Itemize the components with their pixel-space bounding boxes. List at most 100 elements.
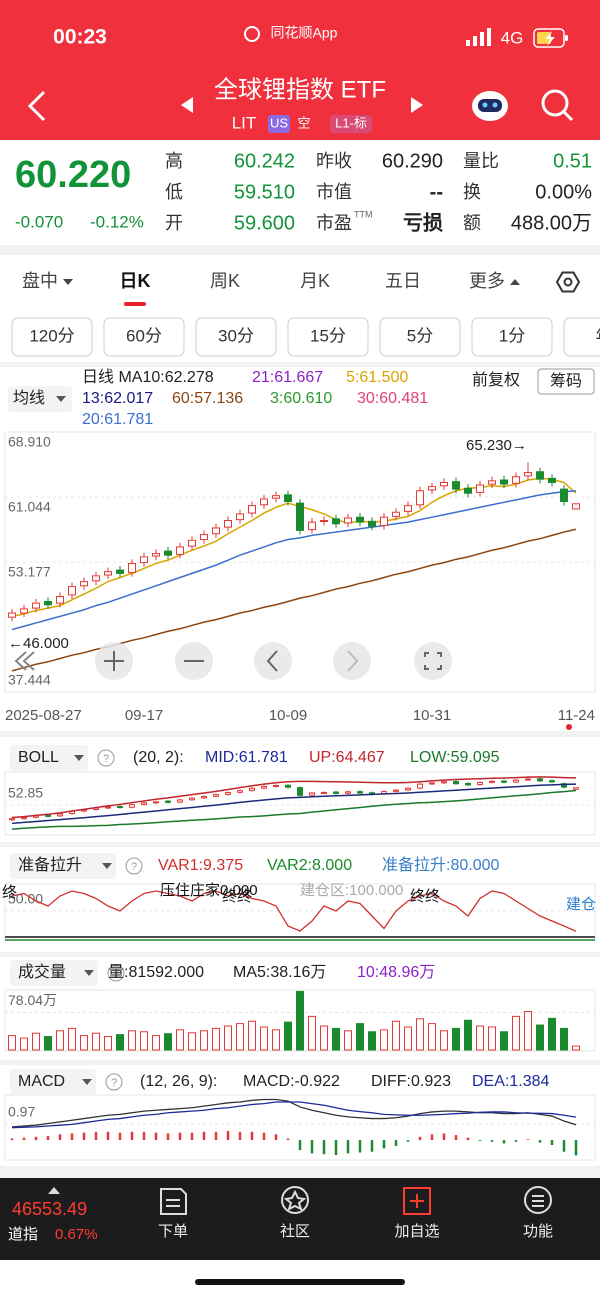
ma-button-bg[interactable] (8, 386, 72, 412)
zoom-in-icon (104, 651, 124, 671)
indicator-button-bg[interactable] (10, 853, 116, 879)
tag: L1-标 (335, 115, 367, 130)
tab[interactable]: 日K (120, 271, 151, 291)
dropdown-arrow (102, 863, 112, 869)
nav-label[interactable]: 下单 (158, 1223, 188, 1240)
candle-body (176, 546, 184, 555)
tab[interactable]: 月K (300, 271, 330, 291)
indicator-value: VAR2:8.000 (267, 857, 352, 874)
boll-mid (11, 783, 577, 825)
fullscreen-button[interactable] (414, 642, 452, 680)
indicator-button[interactable]: MACD (18, 1073, 65, 1090)
next-button[interactable] (411, 97, 423, 113)
period-label[interactable]: 15分 (310, 326, 346, 345)
indicator-button-bg[interactable] (10, 960, 98, 986)
settings-button[interactable] (555, 271, 581, 293)
indicator-button[interactable]: 成交量 (18, 963, 66, 981)
volume-bar (536, 1024, 544, 1051)
left-icon (266, 650, 278, 672)
macd-line (11, 1101, 577, 1129)
candle-body (536, 471, 544, 480)
help-icon[interactable] (97, 749, 115, 767)
y-tick-label: 53.177 (8, 564, 51, 580)
period-label[interactable]: 30分 (218, 326, 254, 345)
chips-button[interactable]: 筹码 (550, 372, 582, 390)
tab[interactable]: 盘中 (22, 271, 58, 291)
nav-label[interactable]: 加自选 (394, 1223, 439, 1240)
tab[interactable]: 五日 (385, 271, 421, 291)
candle-body (272, 495, 280, 499)
back-button[interactable] (27, 90, 46, 122)
candle-body (344, 517, 352, 524)
chips-button-bg[interactable] (537, 368, 595, 395)
help-icon[interactable] (105, 1073, 123, 1091)
tab[interactable]: 周K (210, 271, 240, 291)
tab[interactable]: 更多 (469, 271, 505, 291)
volume-bar (308, 1015, 316, 1051)
period-label[interactable]: 60分 (126, 326, 162, 345)
volume-bar (296, 990, 304, 1051)
period-label[interactable]: 1分 (499, 326, 525, 345)
volume-bar (248, 1020, 256, 1051)
indicator-value: 10:48.96万 (357, 964, 435, 981)
period-button[interactable] (11, 317, 93, 357)
period-button[interactable] (287, 317, 369, 357)
battery-icon (533, 28, 568, 48)
robot-icon[interactable] (472, 91, 508, 121)
osc-annotation: 终终 (222, 888, 252, 905)
volume-bar (20, 1037, 28, 1051)
period-label[interactable]: 120分 (29, 326, 74, 345)
period-label[interactable]: 5分 (407, 326, 433, 345)
candle-body (404, 505, 412, 512)
left-button[interactable] (254, 642, 292, 680)
period-button[interactable] (563, 317, 600, 357)
candle-body (393, 789, 399, 792)
separator (0, 1060, 600, 1065)
candle-body (489, 780, 495, 783)
field-value: -- (430, 181, 443, 203)
candle-body (572, 503, 580, 510)
candle-body (537, 778, 543, 782)
dropdown-arrow (74, 755, 84, 761)
period-button[interactable] (195, 317, 277, 357)
indicator-button[interactable]: 准备拉升 (18, 856, 82, 874)
collapse-button[interactable] (14, 651, 35, 671)
help-icon[interactable] (125, 857, 143, 875)
volume-bar (284, 1021, 292, 1051)
indicator-value: 量:81592.000 (108, 964, 204, 981)
nav-label[interactable]: 功能 (523, 1223, 553, 1240)
candle-body (333, 791, 339, 794)
right-button[interactable] (333, 642, 371, 680)
indicator-button-bg[interactable] (10, 745, 88, 771)
search-button[interactable] (541, 89, 574, 122)
candle-body (332, 518, 340, 525)
index-pct: 0.67% (55, 1226, 98, 1243)
candle-body (500, 479, 508, 485)
dropdown-arrow (84, 970, 94, 976)
ma-button[interactable]: 均线 (13, 389, 45, 407)
nav-label[interactable]: 社区 (280, 1223, 310, 1240)
volume-bar (404, 1026, 412, 1051)
candle-body (32, 602, 40, 609)
period-button[interactable] (103, 317, 185, 357)
indicator-button[interactable]: BOLL (18, 749, 59, 766)
adjust-label[interactable]: 前复权 (472, 371, 520, 389)
help-icon[interactable] (107, 964, 125, 982)
ma-legend-item: 日线 MA10:62.278 (82, 368, 214, 386)
volume-frame (4, 989, 596, 1052)
volume-bar (440, 1030, 448, 1051)
field-label: 昨收 (316, 151, 352, 171)
volume-bar (452, 1027, 460, 1051)
volume-bar (200, 1030, 208, 1051)
candle-body (153, 801, 159, 804)
volume-bar (428, 1023, 436, 1051)
candle-body (368, 520, 376, 527)
x-tick-label: 10-09 (269, 707, 307, 724)
volume-bar (416, 1018, 424, 1051)
period-button[interactable] (471, 317, 553, 357)
candle-body (284, 494, 292, 502)
indicator-button-bg[interactable] (10, 1069, 96, 1095)
prev-button[interactable] (181, 97, 193, 113)
period-button[interactable] (379, 317, 461, 357)
period-label[interactable]: 年 (596, 326, 600, 345)
